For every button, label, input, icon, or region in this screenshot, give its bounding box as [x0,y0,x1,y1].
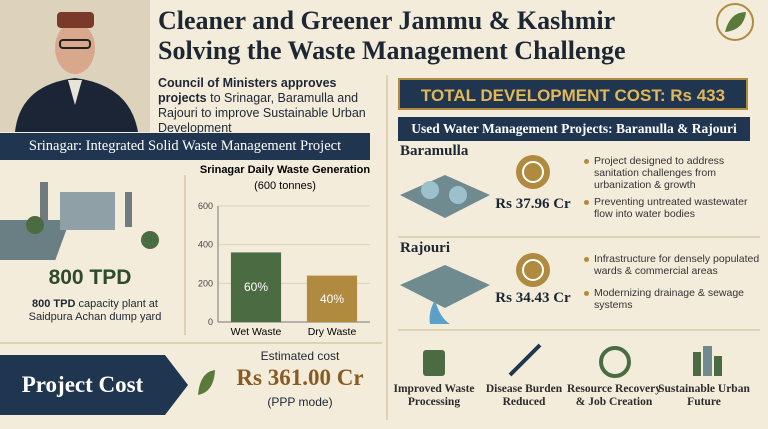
caption-text: capacity plant at Saidpura Achan dump ya… [28,298,162,323]
outcome: Sustainable Urban Future [658,383,750,408]
chart-title: Srinagar Daily Waste Generation [200,164,370,176]
intro-text: to Srinagar, Baramulla and Rajouri to im… [158,91,366,135]
capacity: 800 TPD [48,266,132,289]
title-line: Cleaner and Greener Jammu & Kashmir [158,6,616,35]
total-cost: TOTAL DEVELOPMENT COST: Rs 433 Crores [398,78,748,137]
bar [230,252,282,322]
y-tick-label: 0 [208,317,213,327]
bullet: Infrastructure for densely populated war… [584,253,764,277]
cost-value: Rs 361.00 Cr [236,365,364,390]
x-tick-label: Dry Waste [308,326,357,338]
outcome: Resource Recovery & Job Creation [567,383,661,408]
y-tick-label: 200 [198,278,213,288]
project-cost: Rs 37.96 Cr [495,196,571,212]
bullet: Preventing untreated wastewater flow int… [584,196,764,220]
section-heading: Srinagar: Integrated Solid Waste Managem… [0,133,370,160]
project-cost: Rs 34.43 Cr [495,290,571,306]
project-name: Baramulla [400,143,469,159]
chart-subtitle: (600 tonnes) [254,180,316,192]
section-heading: Used Water Management Projects: Baranull… [398,117,750,141]
outcome: Improved Waste Processing [393,383,475,408]
x-tick-label: Wet Waste [231,326,282,338]
bullet: Modernizing drainage & sewage systems [584,287,764,311]
project-cost-label: Project Cost [21,372,144,397]
value-label: 40% [320,292,344,306]
intro-strong: Council of Ministers approves projects [158,76,337,105]
value-label: 60% [244,280,268,294]
y-tick-label: 400 [198,240,213,250]
project-name: Rajouri [400,240,450,256]
bullet: Project designed to address sanitation c… [584,155,764,191]
bar-chart: Srinagar Daily Waste Generation (600 ton… [198,164,370,338]
intro: Council of Ministers approves projects t… [158,76,383,136]
cost-caption: Estimated cost [260,349,340,363]
capacity-caption: 800 TPD capacity plant at Saidpura Achan… [10,298,180,324]
title-line: Solving the Waste Management Challenge [158,36,626,65]
outcome: Disease Burden Reduced [485,383,563,408]
caption-strong: 800 TPD [32,298,76,310]
y-tick-label: 600 [198,201,213,211]
cost-mode: (PPP mode) [267,395,333,409]
bar [306,275,358,322]
title: Cleaner and Greener Jammu & Kashmir Solv… [158,6,626,66]
